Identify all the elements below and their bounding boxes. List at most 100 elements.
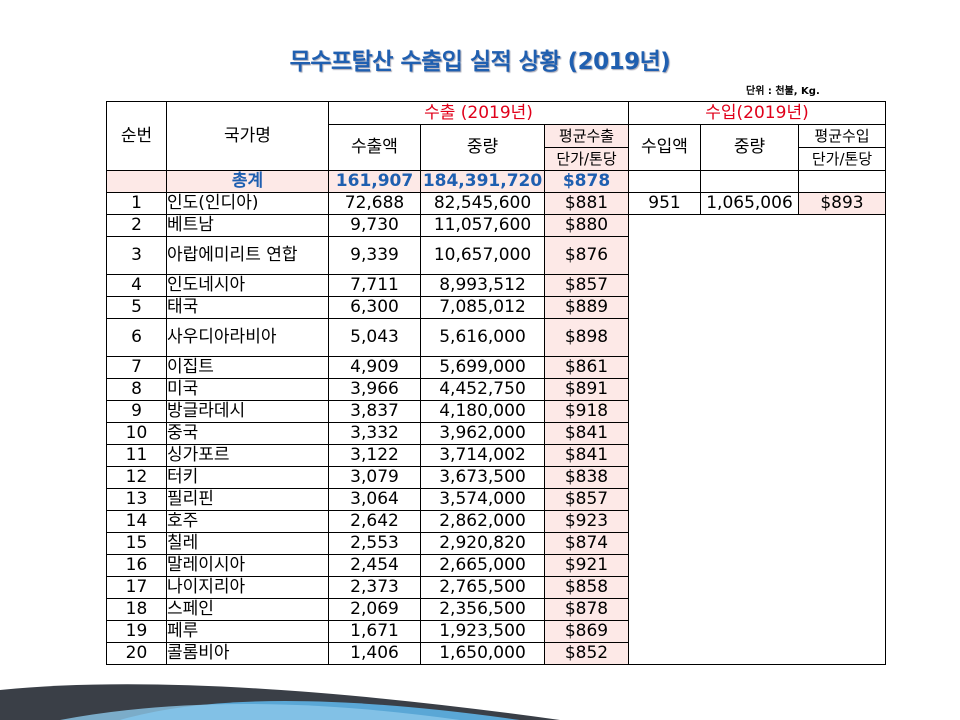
- rank-cell: 13: [106, 488, 167, 511]
- export-amount-cell: 3,122: [328, 444, 421, 467]
- export-weight-cell: 8,993,512: [420, 274, 545, 297]
- country-cell: 터키: [166, 466, 329, 489]
- export-weight-cell: 82,545,600: [420, 192, 545, 215]
- table-row: 10 중국 3,332 3,962,000 $841: [106, 422, 886, 445]
- export-price-cell: $876: [544, 236, 629, 275]
- total-label: 총계: [166, 170, 329, 193]
- header-country: 국가명: [166, 101, 329, 171]
- export-amount-cell: 2,553: [328, 532, 421, 555]
- table-row: 12 터키 3,079 3,673,500 $838: [106, 466, 886, 489]
- export-amount-cell: 3,079: [328, 466, 421, 489]
- export-weight-cell: 3,574,000: [420, 488, 545, 511]
- country-cell: 사우디아라비아: [166, 318, 329, 357]
- export-weight-cell: 7,085,012: [420, 296, 545, 319]
- table-row: 14 호주 2,642 2,862,000 $923: [106, 510, 886, 533]
- country-cell: 나이지리아: [166, 576, 329, 599]
- export-weight-cell: 3,962,000: [420, 422, 545, 445]
- total-import-price: [798, 170, 886, 193]
- export-amount-cell: 2,373: [328, 576, 421, 599]
- export-amount-cell: 4,909: [328, 356, 421, 379]
- export-price-cell: $878: [544, 598, 629, 621]
- rank-cell: 17: [106, 576, 167, 599]
- export-price-cell: $857: [544, 488, 629, 511]
- export-weight-cell: 2,356,500: [420, 598, 545, 621]
- export-amount-cell: 3,837: [328, 400, 421, 423]
- rank-cell: 15: [106, 532, 167, 555]
- export-amount-cell: 1,671: [328, 620, 421, 643]
- rank-cell: 12: [106, 466, 167, 489]
- export-weight-cell: 10,657,000: [420, 236, 545, 275]
- rank-cell: 10: [106, 422, 167, 445]
- rank-cell: 7: [106, 356, 167, 379]
- import-amount-cell: 951: [628, 192, 701, 215]
- export-amount-cell: 72,688: [328, 192, 421, 215]
- rank-cell: 11: [106, 444, 167, 467]
- trade-table: 순번 국가명 수출 (2019년) 수입(2019년) 수출액 중량 평균수출 …: [106, 101, 886, 665]
- header-export-price-1: 평균수출: [544, 124, 629, 148]
- table-row: 4 인도네시아 7,711 8,993,512 $857: [106, 274, 886, 297]
- country-cell: 칠레: [166, 532, 329, 555]
- country-cell: 호주: [166, 510, 329, 533]
- total-export-weight: 184,391,720: [420, 170, 545, 193]
- table-row: 6 사우디아라비아 5,043 5,616,000 $898: [106, 318, 886, 357]
- export-weight-cell: 2,665,000: [420, 554, 545, 577]
- export-amount-cell: 3,064: [328, 488, 421, 511]
- country-cell: 중국: [166, 422, 329, 445]
- total-import-amount: [628, 170, 701, 193]
- rank-cell: 8: [106, 378, 167, 401]
- export-amount-cell: 2,454: [328, 554, 421, 577]
- rank-cell: 5: [106, 296, 167, 319]
- country-cell: 스페인: [166, 598, 329, 621]
- export-price-cell: $921: [544, 554, 629, 577]
- import-price-cell: $893: [798, 192, 886, 215]
- table-row: 15 칠레 2,553 2,920,820 $874: [106, 532, 886, 555]
- export-price-cell: $880: [544, 214, 629, 237]
- header-import-amount: 수입액: [628, 124, 701, 171]
- export-amount-cell: 3,966: [328, 378, 421, 401]
- country-cell: 페루: [166, 620, 329, 643]
- export-price-cell: $898: [544, 318, 629, 357]
- export-amount-cell: 2,642: [328, 510, 421, 533]
- table-row: 1 인도(인디아) 72,688 82,545,600 $881 951 1,065,006…: [106, 192, 886, 215]
- export-weight-cell: 5,699,000: [420, 356, 545, 379]
- table-row: 2 베트남 9,730 11,057,600 $880: [106, 214, 886, 665]
- total-import-weight: [700, 170, 799, 193]
- export-amount-cell: 7,711: [328, 274, 421, 297]
- rank-cell: 20: [106, 642, 167, 665]
- export-price-cell: $857: [544, 274, 629, 297]
- country-cell: 미국: [166, 378, 329, 401]
- total-rank-cell: [106, 170, 167, 193]
- export-weight-cell: 11,057,600: [420, 214, 545, 237]
- export-amount-cell: 6,300: [328, 296, 421, 319]
- export-weight-cell: 2,862,000: [420, 510, 545, 533]
- table-row: 20 콜롬비아 1,406 1,650,000 $852: [106, 642, 886, 665]
- page-title: 무수프탈산 수출입 실적 상황 (2019년): [289, 49, 671, 75]
- table-row: 13 필리핀 3,064 3,574,000 $857: [106, 488, 886, 511]
- export-weight-cell: 4,452,750: [420, 378, 545, 401]
- country-cell: 싱가포르: [166, 444, 329, 467]
- export-amount-cell: 9,339: [328, 236, 421, 275]
- export-amount-cell: 2,069: [328, 598, 421, 621]
- total-export-amount: 161,907: [328, 170, 421, 193]
- country-cell: 인도(인디아): [166, 192, 329, 215]
- header-export-amount: 수출액: [328, 124, 421, 171]
- export-weight-cell: 5,616,000: [420, 318, 545, 357]
- export-weight-cell: 1,650,000: [420, 642, 545, 665]
- export-price-cell: $858: [544, 576, 629, 599]
- table-row: 5 태국 6,300 7,085,012 $889: [106, 296, 886, 319]
- country-cell: 인도네시아: [166, 274, 329, 297]
- header-export-weight: 중량: [420, 124, 545, 171]
- export-price-cell: $841: [544, 422, 629, 445]
- header-import-weight: 중량: [700, 124, 799, 171]
- export-weight-cell: 1,923,500: [420, 620, 545, 643]
- rank-cell: 1: [106, 192, 167, 215]
- table-row: 17 나이지리아 2,373 2,765,500 $858: [106, 576, 886, 599]
- import-empty-area: [628, 214, 886, 665]
- unit-note: 단위 : 천불, Kg.: [746, 86, 820, 97]
- country-cell: 태국: [166, 296, 329, 319]
- export-price-cell: $841: [544, 444, 629, 467]
- rank-cell: 2: [106, 214, 167, 237]
- export-weight-cell: 3,673,500: [420, 466, 545, 489]
- decorative-swoosh: [0, 684, 560, 720]
- country-cell: 아랍에미리트 연합: [166, 236, 329, 275]
